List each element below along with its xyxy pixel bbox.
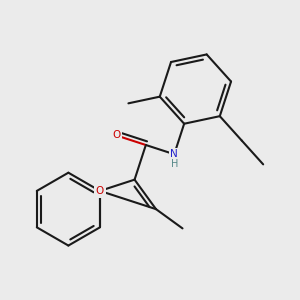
Text: H: H — [171, 159, 178, 169]
Text: N: N — [170, 149, 178, 159]
Text: O: O — [112, 130, 121, 140]
Text: O: O — [96, 186, 104, 196]
